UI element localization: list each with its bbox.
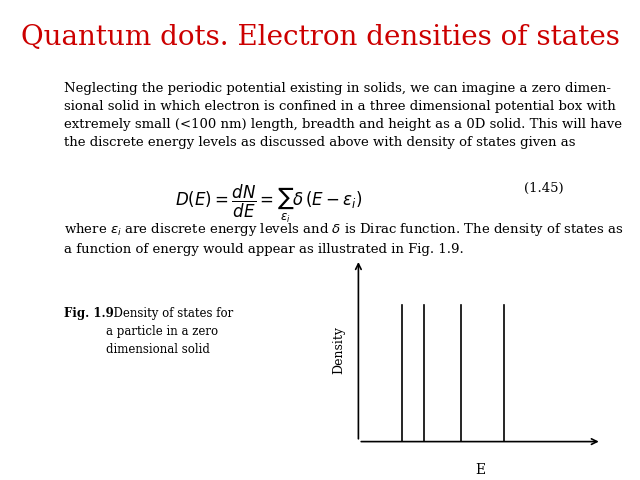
Text: where $\varepsilon_i$ are discrete energy levels and $\delta$ is Dirac function.: where $\varepsilon_i$ are discrete energ… xyxy=(64,221,623,256)
Text: Density of states for
a particle in a zero
dimensional solid: Density of states for a particle in a ze… xyxy=(106,307,233,356)
Text: Fig. 1.9: Fig. 1.9 xyxy=(64,307,114,320)
Text: (1.45): (1.45) xyxy=(524,182,563,195)
Text: E: E xyxy=(475,464,485,478)
Text: Density: Density xyxy=(332,326,346,374)
Text: Quantum dots. Electron densities of states: Quantum dots. Electron densities of stat… xyxy=(20,24,620,51)
Text: $D(E) = \dfrac{dN}{dE} = \sum_{\varepsilon_i} \delta\,(E - \varepsilon_i)$: $D(E) = \dfrac{dN}{dE} = \sum_{\varepsil… xyxy=(175,182,362,225)
Text: Neglecting the periodic potential existing in solids, we can imagine a zero dime: Neglecting the periodic potential existi… xyxy=(64,82,622,149)
